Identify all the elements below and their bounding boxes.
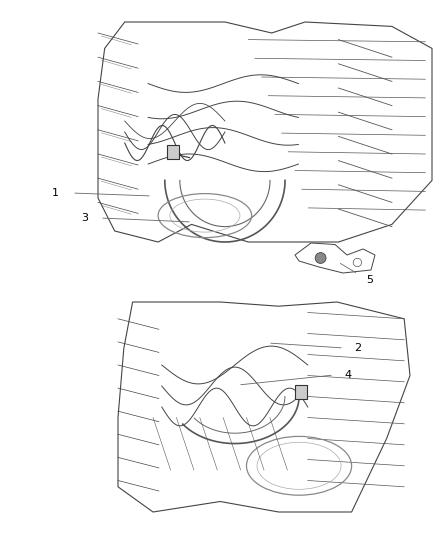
Circle shape bbox=[315, 253, 326, 263]
Text: 4: 4 bbox=[344, 370, 352, 380]
Text: 2: 2 bbox=[354, 343, 361, 353]
Text: 3: 3 bbox=[81, 213, 88, 223]
Text: 1: 1 bbox=[52, 188, 59, 198]
Bar bbox=[167, 144, 180, 159]
Text: 5: 5 bbox=[367, 275, 374, 285]
Bar bbox=[295, 385, 307, 399]
